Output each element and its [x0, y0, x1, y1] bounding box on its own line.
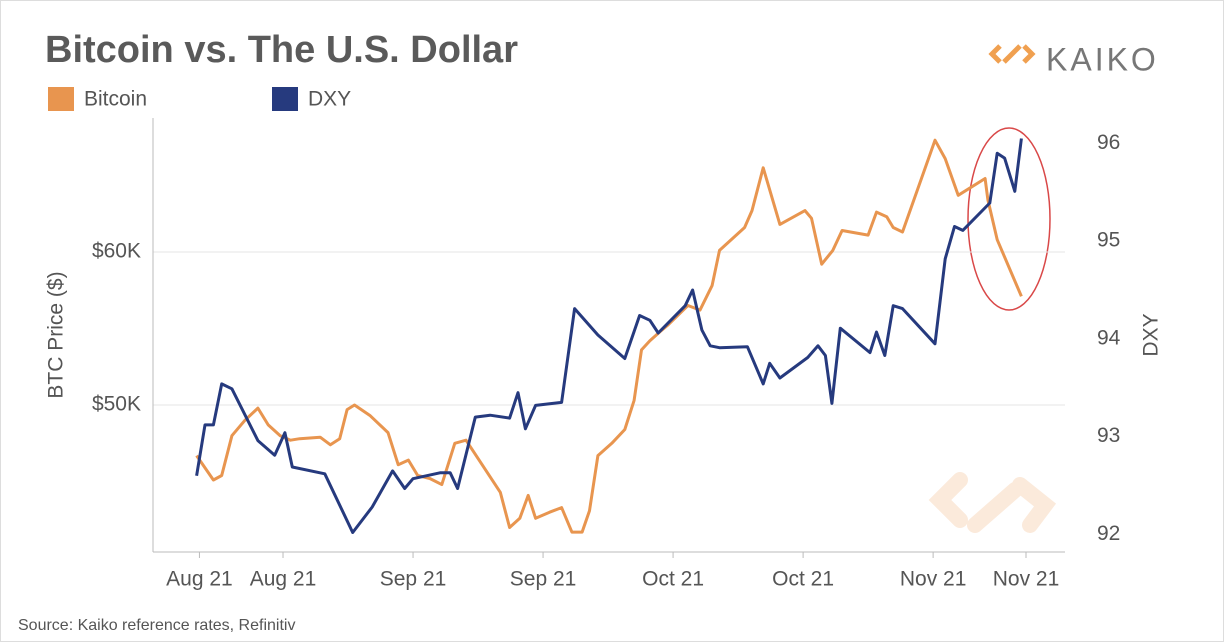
legend-label: Bitcoin — [84, 88, 147, 111]
legend-swatch — [272, 87, 298, 111]
x-tick-label: Nov 21 — [900, 568, 967, 591]
chart-title: Bitcoin vs. The U.S. Dollar — [45, 29, 518, 71]
series-line — [195, 138, 1023, 534]
y2-tick-label: 95 — [1097, 229, 1120, 252]
x-tick-label: Nov 21 — [993, 568, 1060, 591]
y-axis-title: BTC Price ($) — [45, 271, 68, 398]
source-note: Source: Kaiko reference rates, Refinitiv — [18, 617, 295, 634]
x-tick-label: Aug 21 — [250, 568, 317, 591]
brand-logo — [988, 44, 1036, 64]
x-tick-label: Oct 21 — [772, 568, 834, 591]
x-tick-label: Oct 21 — [642, 568, 704, 591]
x-tick-label: Sep 21 — [510, 568, 577, 591]
brand-name: KAIKO — [1046, 41, 1159, 77]
legend-label: DXY — [308, 88, 351, 111]
y-tick-label: $50K — [92, 393, 141, 416]
y2-tick-label: 94 — [1097, 326, 1121, 349]
y2-tick-label: 92 — [1097, 522, 1120, 545]
x-tick-label: Aug 21 — [166, 568, 233, 591]
y2-axis-title: DXY — [1140, 313, 1163, 356]
logo-icon — [988, 44, 1036, 64]
watermark-icon — [928, 472, 1057, 533]
y-tick-label: $60K — [92, 239, 141, 262]
series-line — [195, 138, 1023, 534]
legend-swatch — [48, 87, 74, 111]
x-tick-label: Sep 21 — [380, 568, 447, 591]
watermark — [928, 472, 1057, 533]
y2-tick-label: 93 — [1097, 424, 1120, 447]
highlight-ellipse — [967, 127, 1051, 311]
y2-tick-label: 96 — [1097, 131, 1120, 154]
